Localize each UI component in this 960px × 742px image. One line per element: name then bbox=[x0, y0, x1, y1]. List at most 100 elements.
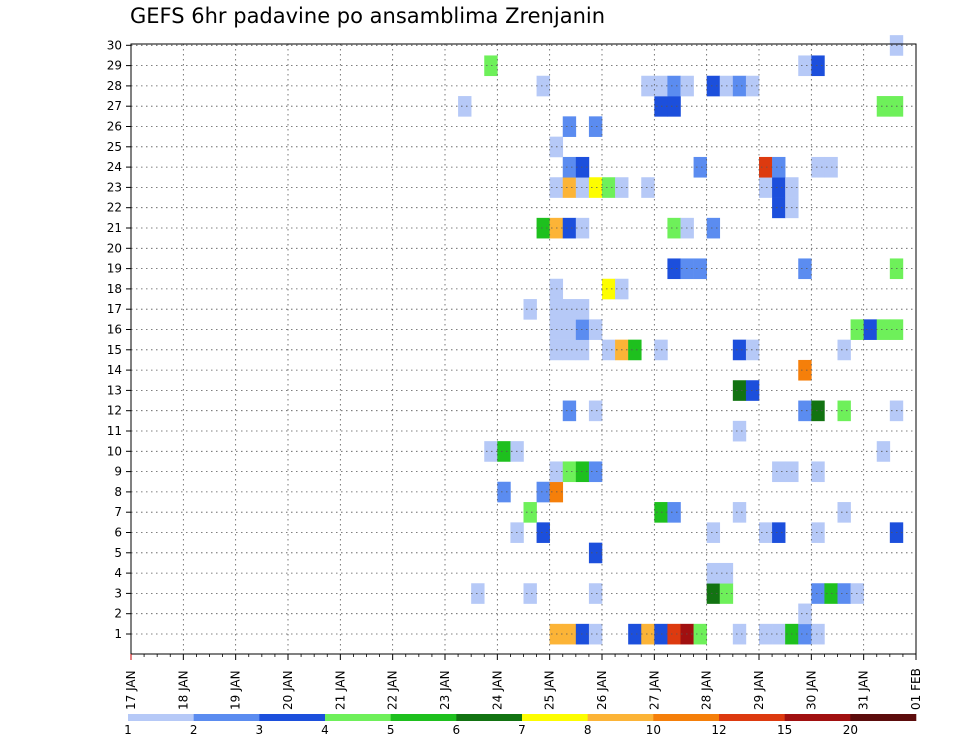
y-tick-label: 3 bbox=[114, 586, 122, 600]
y-tick-label: 13 bbox=[107, 383, 122, 397]
precip-cell bbox=[602, 339, 616, 361]
precip-cell bbox=[706, 217, 721, 239]
y-tick-label: 18 bbox=[107, 282, 122, 296]
colorbar-swatch bbox=[719, 714, 785, 721]
y-tick-label: 15 bbox=[107, 343, 122, 357]
precip-cell bbox=[811, 400, 825, 422]
x-tick-label: 26 JAN bbox=[595, 670, 609, 710]
precip-cell bbox=[706, 583, 721, 604]
precip-cell bbox=[562, 623, 577, 645]
colorbar-swatch bbox=[390, 714, 457, 721]
precip-cell bbox=[745, 339, 760, 361]
colorbar-label: 1 bbox=[124, 723, 132, 737]
y-tick-label: 29 bbox=[107, 59, 122, 73]
precip-cell bbox=[562, 156, 577, 178]
precip-cell bbox=[458, 96, 472, 117]
precip-cell bbox=[811, 461, 825, 483]
y-tick-label: 7 bbox=[114, 505, 122, 519]
colorbar-swatch bbox=[259, 714, 326, 721]
plot-frame bbox=[130, 43, 917, 655]
x-tick-label: 28 JAN bbox=[700, 670, 714, 710]
precip-cell bbox=[837, 502, 851, 523]
x-tick-label: 29 JAN bbox=[752, 670, 766, 710]
y-tick-label: 4 bbox=[114, 566, 122, 580]
precip-cell bbox=[602, 278, 616, 300]
precip-cell bbox=[759, 156, 773, 178]
x-tick-label: 25 JAN bbox=[543, 670, 557, 710]
precip-cell bbox=[837, 583, 851, 604]
y-tick-label: 23 bbox=[107, 180, 122, 194]
precip-cell bbox=[575, 339, 590, 361]
precip-cell bbox=[811, 522, 825, 543]
precip-cell bbox=[471, 583, 485, 604]
precip-cell bbox=[772, 623, 786, 645]
colorbar-swatch bbox=[587, 714, 654, 721]
precip-cell bbox=[562, 461, 577, 483]
precip-cell bbox=[588, 400, 603, 422]
precip-cell bbox=[798, 55, 812, 77]
grid-layer bbox=[131, 44, 916, 654]
precip-cell bbox=[523, 502, 537, 523]
x-tick-label: 01 FEB bbox=[909, 668, 923, 710]
precip-cell bbox=[772, 177, 786, 198]
precip-cell bbox=[732, 623, 747, 645]
precip-cell bbox=[536, 481, 550, 503]
x-tick-label: 19 JAN bbox=[229, 670, 243, 710]
precip-cell bbox=[667, 96, 681, 117]
colorbar-label: 8 bbox=[584, 723, 592, 737]
precip-cell bbox=[641, 177, 655, 198]
x-tick-label: 21 JAN bbox=[333, 670, 347, 710]
precip-cell bbox=[575, 319, 590, 340]
precip-cell bbox=[575, 156, 590, 178]
precip-cell bbox=[667, 258, 681, 280]
precip-cell bbox=[588, 461, 603, 483]
precip-cell bbox=[732, 380, 747, 401]
y-tick-label: 12 bbox=[107, 404, 122, 418]
precip-cell bbox=[484, 55, 498, 77]
precip-cell bbox=[759, 623, 773, 645]
precip-cell bbox=[798, 258, 812, 280]
precip-cell bbox=[588, 623, 603, 645]
precip-cell bbox=[837, 339, 851, 361]
precip-cell bbox=[536, 522, 550, 543]
precip-cell bbox=[536, 75, 550, 97]
precip-cell bbox=[641, 75, 655, 97]
colorbar-legend: 1 2 3 4 5 6 7 8 10 12 15 20 bbox=[124, 714, 917, 737]
colorbar-swatch bbox=[850, 714, 917, 721]
precip-cell bbox=[798, 359, 812, 381]
precip-cell bbox=[745, 75, 760, 97]
x-tick-label: 20 JAN bbox=[281, 670, 295, 710]
colorbar-swatch bbox=[784, 714, 851, 721]
colorbar-label: 3 bbox=[256, 723, 264, 737]
precip-cell bbox=[863, 319, 878, 340]
colorbar-label: 5 bbox=[387, 723, 395, 737]
precip-cell bbox=[811, 156, 825, 178]
precip-cell bbox=[588, 116, 603, 137]
precip-cell bbox=[523, 299, 537, 320]
y-tick-label: 17 bbox=[107, 302, 122, 316]
x-tick-label: 23 JAN bbox=[438, 670, 452, 710]
y-tick-label: 20 bbox=[107, 241, 122, 255]
precip-cell bbox=[759, 177, 773, 198]
y-tick-label: 28 bbox=[107, 79, 122, 93]
colorbar-label: 2 bbox=[190, 723, 198, 737]
y-tick-label: 11 bbox=[107, 424, 122, 438]
y-tick-label: 30 bbox=[107, 38, 122, 52]
precip-cell bbox=[811, 623, 825, 645]
precip-cell bbox=[876, 441, 891, 462]
colorbar-swatch bbox=[325, 714, 391, 721]
precip-cell bbox=[667, 623, 681, 645]
precip-cell bbox=[772, 461, 786, 483]
y-tick-label: 26 bbox=[107, 120, 122, 134]
precip-cell bbox=[706, 562, 721, 584]
precip-cell bbox=[628, 623, 642, 645]
x-tick-label: 30 JAN bbox=[804, 670, 818, 710]
precip-cell bbox=[667, 217, 681, 239]
x-tick-label: 17 JAN bbox=[124, 670, 138, 710]
precip-cell bbox=[759, 522, 773, 543]
y-tick-label: 27 bbox=[107, 99, 122, 113]
precip-cell bbox=[575, 461, 590, 483]
x-tick-label: 27 JAN bbox=[647, 670, 661, 710]
precip-cell bbox=[667, 75, 681, 97]
